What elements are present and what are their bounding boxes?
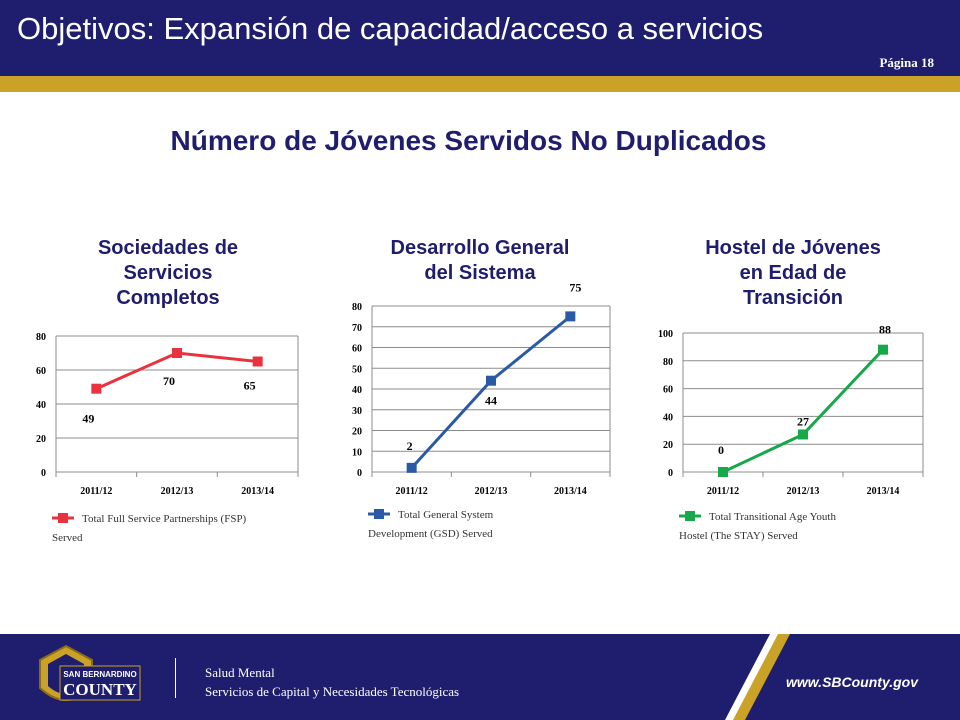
x-tick-label: 2013/14	[554, 486, 587, 497]
y-tick-label: 100	[658, 329, 673, 340]
y-tick-label: 0	[668, 468, 673, 479]
series-line	[95, 351, 258, 391]
x-tick-label: 2013/14	[867, 486, 900, 497]
chart-title: Desarrollo General del Sistema	[330, 236, 630, 286]
x-tick-label: 2013/14	[241, 486, 274, 497]
y-tick-label: 80	[352, 302, 362, 313]
y-tick-label: 10	[352, 447, 362, 458]
footer: SAN BERNARDINO COUNTY Salud Mental Servi…	[0, 634, 960, 720]
chart-panel-fsp: Sociedades de Servicios Completos 0 20 40 6…	[18, 232, 318, 562]
chart-title: Hostel de Jóvenes en Edad de Transición	[643, 236, 943, 311]
y-tick-label: 50	[352, 364, 362, 375]
header-bar: Objetivos: Expansión de capacidad/acceso…	[0, 0, 960, 76]
data-label: 75	[569, 280, 581, 294]
data-label: 65	[244, 379, 256, 393]
data-label: 27	[797, 414, 809, 428]
y-tick-label: 0	[357, 468, 362, 479]
y-tick-label: 40	[352, 385, 362, 396]
chart-title-line: Transición	[742, 287, 844, 309]
x-tick-label: 2012/13	[161, 486, 194, 497]
line-chart-gsd: 0 10 20 30 40 50 60 70 80 2011/12 2012/13 2013/14 2 4…	[352, 280, 611, 540]
y-tick-label: 80	[36, 332, 46, 343]
footer-divider	[175, 658, 176, 698]
footer-department: Salud Mental	[205, 665, 275, 680]
logo-text-top: SAN BERNARDINO	[63, 670, 136, 679]
slide-title: Objetivos: Expansión de capacidad/acceso…	[17, 11, 764, 46]
y-tick-label: 60	[352, 344, 362, 355]
x-tick-label: 2012/13	[787, 486, 820, 497]
page-number: Página 18	[879, 55, 934, 70]
data-label: 0	[718, 443, 724, 457]
y-tick-label: 40	[663, 412, 673, 423]
x-tick-label: 2011/12	[396, 486, 428, 497]
data-point-marker	[718, 467, 728, 477]
x-tick-label: 2011/12	[707, 486, 739, 497]
data-label: 44	[485, 394, 497, 408]
legend-label: Total Transitional Age Youth	[709, 511, 836, 523]
y-tick-label: 60	[663, 385, 673, 396]
footer-decoration	[725, 634, 960, 720]
y-tick-label: 60	[36, 366, 46, 377]
data-point-marker	[486, 375, 496, 386]
x-tick-label: 2011/12	[80, 486, 112, 497]
data-point-marker	[878, 344, 888, 355]
legend-label: Hostel (The STAY) Served	[679, 530, 798, 542]
y-tick-label: 0	[41, 468, 46, 479]
legend-label: Development (GSD) Served	[368, 528, 493, 540]
logo-text-bottom: COUNTY	[63, 680, 137, 699]
legend-marker	[685, 511, 695, 521]
data-point-marker	[798, 429, 808, 440]
footer-url-link[interactable]: www.SBCounty.gov	[786, 674, 918, 690]
chart-title-line: del Sistema	[424, 262, 536, 284]
chart-title-line: Completos	[116, 287, 220, 309]
y-tick-label: 20	[663, 440, 673, 451]
legend-label: Total Full Service Partnerships (FSP)	[82, 513, 247, 525]
legend-marker	[58, 513, 68, 523]
data-point-marker	[565, 311, 576, 322]
data-point-marker	[406, 462, 417, 473]
y-tick-label: 40	[36, 400, 46, 411]
y-tick-label: 20	[36, 434, 46, 445]
y-tick-label: 20	[352, 427, 362, 438]
data-point-marker	[172, 348, 182, 358]
chart-title: Sociedades de Servicios Completos	[18, 236, 318, 311]
chart-title-line: Desarrollo General	[390, 237, 570, 259]
chart-title-line: Hostel de Jóvenes	[705, 237, 881, 259]
chart-title-line: Servicios	[123, 262, 213, 284]
data-point-marker	[252, 356, 263, 367]
line-chart-stay: 0 20 40 60 80 100 2011/12 2012/13 2013/14 0 27 88 To…	[658, 323, 924, 542]
legend-label: Served	[52, 532, 83, 544]
chart-panel-gsd: Desarrollo General del Sistema 0 10 20 30 40…	[330, 232, 630, 562]
series-line	[410, 315, 572, 469]
county-logo: SAN BERNARDINO COUNTY	[39, 644, 141, 701]
data-label: 2	[407, 439, 413, 453]
y-tick-label: 70	[352, 323, 362, 334]
chart-title-line: Sociedades de	[97, 237, 239, 259]
footer-subtitle: Servicios de Capital y Necesidades Tecno…	[205, 684, 460, 699]
line-chart-fsp: 0 20 40 60 80 2011/12 2012/13 2013/14 49 70 65 Tota…	[36, 332, 299, 544]
series-line	[722, 348, 885, 474]
chart-panel-stay: Hostel de Jóvenes en Edad de Transición …	[643, 232, 943, 562]
y-tick-label: 80	[663, 357, 673, 368]
legend-label: Total General System	[398, 509, 494, 521]
main-title: Número de Jóvenes Servidos No Duplicados	[170, 125, 767, 156]
legend-marker	[374, 509, 384, 519]
data-point-marker	[91, 383, 102, 394]
header-gold-stripe	[0, 76, 960, 92]
y-tick-label: 30	[352, 406, 362, 417]
x-tick-label: 2012/13	[475, 486, 508, 497]
data-label: 88	[879, 323, 891, 337]
data-label: 49	[82, 412, 94, 426]
chart-title-line: en Edad de	[739, 262, 847, 284]
data-label: 70	[163, 374, 175, 388]
